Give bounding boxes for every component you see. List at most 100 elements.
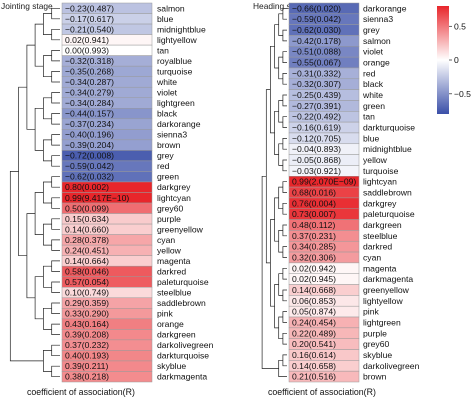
module-label: yellow (363, 155, 388, 165)
cell-value-label: 0.14(0.658) (292, 361, 336, 371)
cell-value-label: 0.80(0.002) (65, 182, 109, 192)
cell-value-label: 0.21(0.516) (292, 372, 336, 382)
dendrogram-branch (278, 186, 283, 210)
module-label: blue (363, 133, 379, 143)
dendrogram-branch (51, 197, 60, 209)
cell-value-label: −0.34(0.287) (65, 77, 114, 87)
module-label: darkmagenta (363, 274, 413, 284)
dendrogram-branch (282, 224, 287, 237)
dendrogram-branch (282, 73, 287, 85)
module-label: turquoise (363, 166, 399, 176)
module-label: grey60 (363, 339, 389, 349)
cell-value-label: 0.37(0.231) (292, 231, 336, 241)
legend-tick-label: 0.5 (454, 21, 466, 31)
cell-value-label: −0.55(0.067) (292, 58, 341, 68)
module-label: white (156, 77, 177, 87)
cell-value-label: 0.39(0.208) (65, 330, 109, 340)
module-label: cyan (363, 252, 381, 262)
module-label: sienna3 (157, 130, 187, 140)
module-label: grey (363, 25, 380, 35)
heatmap-cells-jointing: −0.23(0.487)−0.17(0.617)−0.21(0.540)0.02… (61, 2, 153, 383)
dendrogram-branch (34, 23, 44, 67)
module-labels-heading: darkorangesienna3greysalmonvioletoranger… (362, 3, 420, 381)
dendrogram-branch (274, 24, 279, 69)
dendrogram-branch (43, 350, 52, 372)
cell-value-label: 0.05(0.874) (292, 307, 336, 317)
module-label: salmon (363, 36, 391, 46)
dendrogram-branch (282, 332, 287, 345)
module-label: lightgreen (363, 317, 401, 327)
dendrogram-branch (34, 192, 44, 235)
cell-value-label: −0.44(0.157) (65, 109, 114, 119)
module-label: darkgrey (363, 198, 397, 208)
dendrogram-branch (51, 134, 60, 146)
module-label: blue (157, 14, 173, 24)
module-label: purple (157, 214, 181, 224)
dendrogram-branch (270, 45, 275, 134)
dendrogram-branch (282, 267, 287, 280)
module-label: yellow (157, 245, 182, 255)
dendrogram-branch (43, 13, 52, 35)
dendrogram-branch (26, 213, 36, 299)
cell-value-label: −0.32(0.318) (65, 56, 114, 66)
module-label: brown (363, 372, 387, 382)
module-label: pink (363, 307, 379, 317)
cell-value-label: 0.02(0.941) (65, 35, 109, 45)
dendrogram-branch (274, 110, 279, 155)
dendrogram-branch (265, 89, 271, 264)
dendrogram-branch (51, 113, 60, 125)
cell-value-label: −0.39(0.204) (65, 140, 114, 150)
module-label: magenta (363, 263, 397, 273)
cell-value-label: −0.32(0.307) (292, 79, 341, 89)
dendrogram-branch (18, 86, 27, 257)
cell-value-label: −0.22(0.492) (292, 112, 341, 122)
module-label: paleturquoise (363, 209, 415, 219)
panel-title-heading: Heading stage (253, 1, 307, 11)
module-label: green (363, 101, 385, 111)
module-label: darkgreen (363, 220, 402, 230)
module-label: darkorange (157, 119, 201, 129)
module-label: sienna3 (363, 14, 393, 24)
cell-value-label: 0.06(0.853) (292, 296, 336, 306)
cell-value-label: 0.76(0.004) (292, 198, 336, 208)
cell-value-label: 0.29(0.359) (65, 298, 109, 308)
cell-value-label: 0.28(0.378) (65, 235, 109, 245)
cell-value-label: 0.02(0.945) (292, 274, 336, 284)
legend-colorbar (437, 6, 449, 114)
panel-heading: Heading stage −0.66(0.020)−0.59(0.042)−0… (253, 1, 420, 397)
cell-value-label: −0.62(0.030) (292, 25, 341, 35)
dendrogram-branch (282, 202, 287, 215)
cell-value-label: −0.03(0.921) (292, 166, 341, 176)
cell-value-label: 0.15(0.634) (65, 214, 109, 224)
module-label: steelblue (157, 288, 192, 298)
dendrogram-branch (51, 92, 60, 104)
module-label: saddlebrown (157, 298, 206, 308)
module-label: midnightblue (363, 144, 412, 154)
dendrogram-branch (51, 323, 60, 335)
module-label: midnightblue (157, 24, 206, 34)
cell-value-label: −0.72(0.008) (65, 151, 114, 161)
module-label: skyblue (157, 361, 186, 371)
dendrogram-branch (43, 307, 52, 330)
dendrogram-branch (282, 354, 287, 367)
dendrogram-branch (278, 230, 283, 253)
module-label: darkgreen (157, 330, 196, 340)
dendrogram-branch (282, 138, 287, 150)
dendrogram-branch (26, 44, 36, 130)
cell-value-label: 0.14(0.664) (65, 256, 109, 266)
panel-jointing: Jointing stage −0.23(0.487)−0.17(0.617)−… (1, 1, 214, 397)
dendrogram-branch (51, 344, 60, 357)
legend-ticks: 0.5 0 −0.5 (449, 21, 471, 99)
module-label: darkorange (363, 3, 407, 13)
dendrogram-branch (51, 71, 60, 83)
panel-title-jointing: Jointing stage (1, 1, 53, 11)
cell-value-label: 0.58(0.046) (65, 266, 109, 276)
dendrogram-branch (282, 311, 287, 323)
module-label: orange (157, 319, 184, 329)
cell-value-label: −0.66(0.020) (292, 3, 341, 13)
module-label: lightyellow (157, 35, 197, 45)
cell-value-label: 0.20(0.541) (292, 339, 336, 349)
module-labels-jointing: salmonbluemidnightbluelightyellowtanroya… (156, 3, 214, 381)
module-label: darkturquoise (363, 123, 415, 133)
dendrogram-branch (278, 316, 283, 340)
